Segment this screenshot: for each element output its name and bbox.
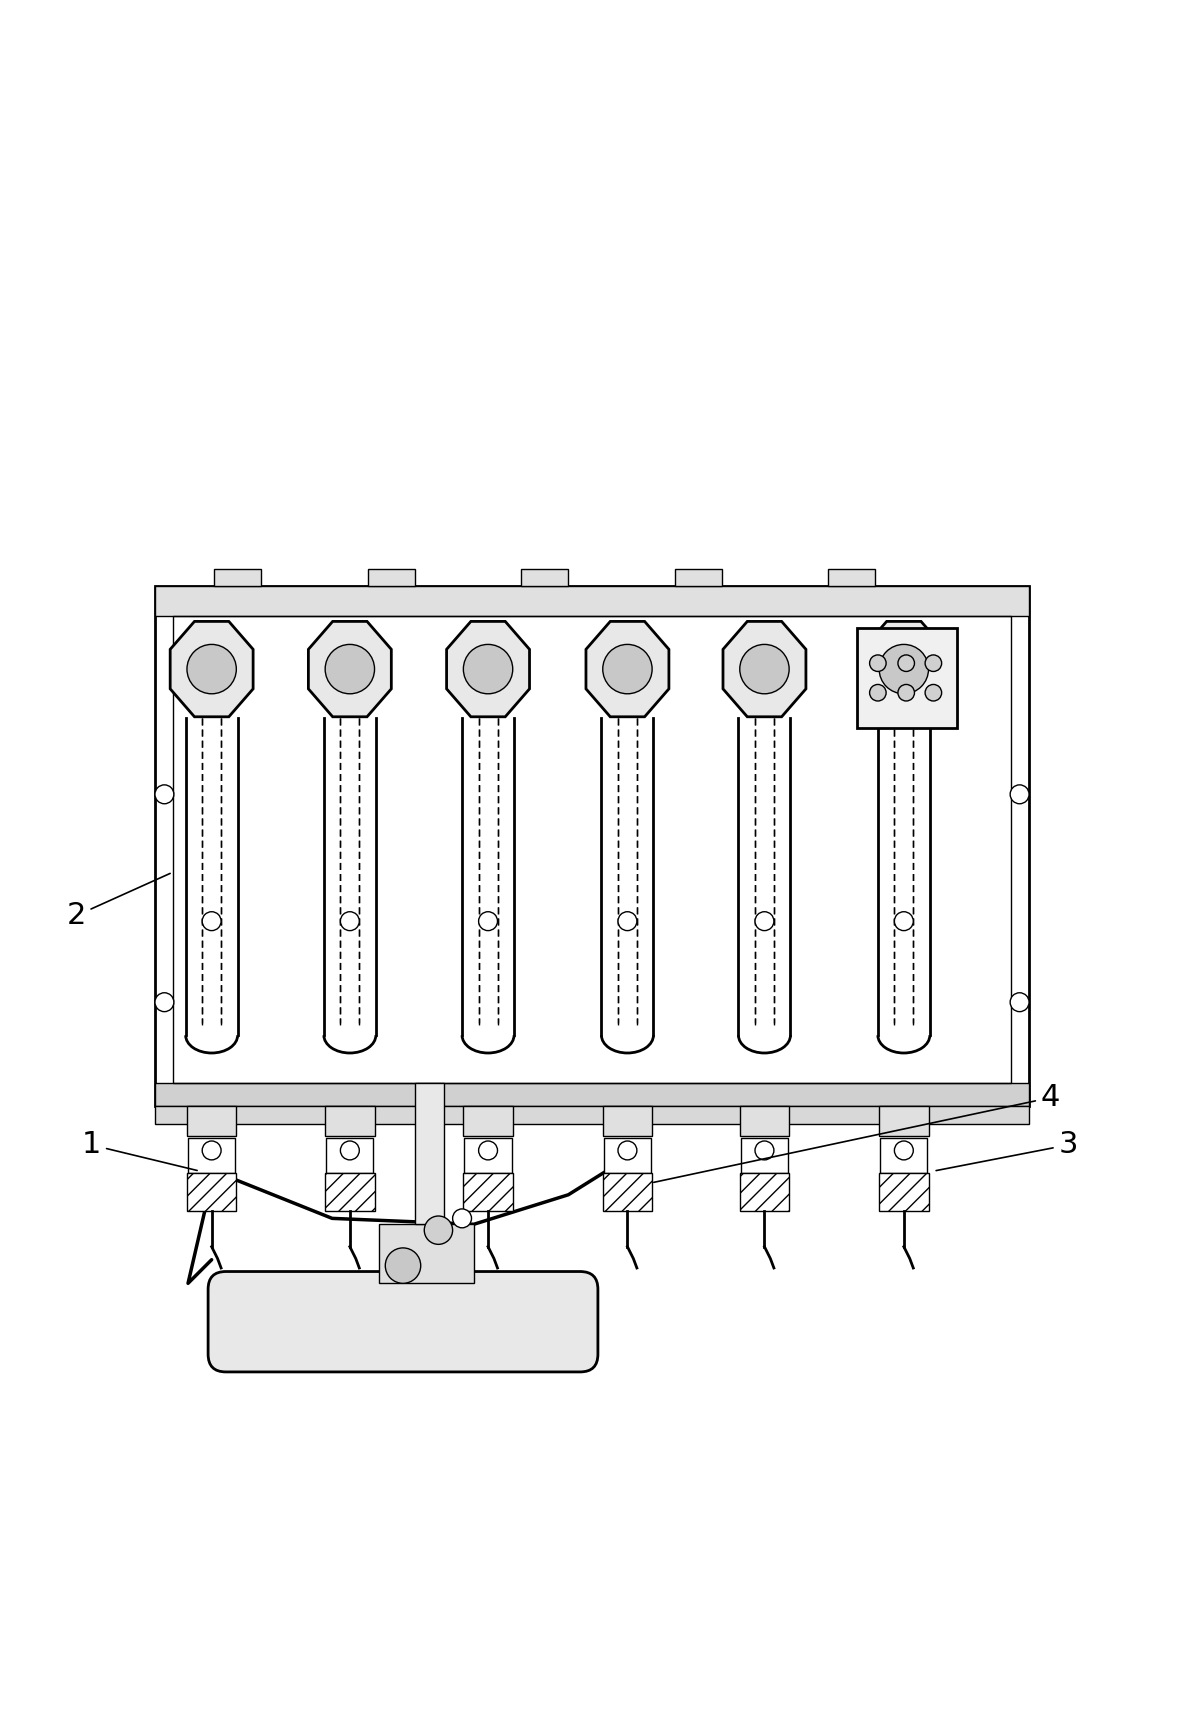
Bar: [856, 627, 957, 727]
Circle shape: [452, 1210, 471, 1229]
Bar: [463, 1106, 513, 1135]
Circle shape: [894, 1140, 913, 1159]
Bar: [740, 1106, 790, 1135]
Circle shape: [155, 994, 174, 1011]
Circle shape: [424, 1217, 452, 1244]
Bar: [187, 1106, 237, 1135]
Circle shape: [897, 684, 914, 702]
Circle shape: [463, 645, 513, 693]
Circle shape: [202, 912, 221, 931]
Bar: [379, 1223, 474, 1284]
Circle shape: [880, 645, 928, 693]
Circle shape: [187, 645, 237, 693]
Text: 4: 4: [654, 1083, 1060, 1182]
Bar: [155, 586, 1029, 1106]
Bar: [327, 1139, 373, 1173]
Text: 3: 3: [937, 1130, 1079, 1170]
Bar: [173, 615, 1011, 1082]
Circle shape: [755, 1140, 774, 1159]
Bar: [464, 1139, 511, 1173]
Circle shape: [385, 1248, 420, 1284]
Bar: [521, 569, 568, 586]
Circle shape: [618, 1140, 637, 1159]
Bar: [326, 1173, 374, 1211]
Circle shape: [618, 912, 637, 931]
Circle shape: [894, 912, 913, 931]
Circle shape: [155, 785, 174, 804]
Bar: [829, 569, 875, 586]
Bar: [603, 1106, 652, 1135]
Bar: [187, 1173, 237, 1211]
Circle shape: [340, 912, 359, 931]
Polygon shape: [586, 622, 669, 717]
Circle shape: [869, 655, 886, 672]
Bar: [879, 1173, 928, 1211]
Circle shape: [478, 912, 497, 931]
Bar: [463, 1173, 513, 1211]
Bar: [188, 1139, 236, 1173]
Circle shape: [740, 645, 790, 693]
Bar: [367, 569, 414, 586]
Bar: [326, 1106, 374, 1135]
Circle shape: [869, 684, 886, 702]
Circle shape: [1010, 785, 1029, 804]
Circle shape: [326, 645, 374, 693]
Bar: [879, 1106, 928, 1135]
Text: 2: 2: [66, 873, 170, 930]
Bar: [740, 1173, 790, 1211]
Bar: [155, 586, 1029, 615]
Bar: [214, 569, 262, 586]
Circle shape: [1010, 994, 1029, 1011]
Polygon shape: [723, 622, 806, 717]
Polygon shape: [446, 622, 529, 717]
Bar: [155, 1106, 1029, 1123]
Polygon shape: [170, 622, 253, 717]
Circle shape: [925, 684, 941, 702]
Circle shape: [478, 1140, 497, 1159]
Circle shape: [755, 912, 774, 931]
Bar: [414, 1082, 444, 1223]
Polygon shape: [862, 622, 945, 717]
Bar: [604, 1139, 651, 1173]
Bar: [741, 1139, 789, 1173]
Bar: [675, 569, 722, 586]
Circle shape: [603, 645, 652, 693]
FancyBboxPatch shape: [208, 1272, 598, 1372]
Circle shape: [925, 655, 941, 672]
Polygon shape: [308, 622, 392, 717]
Bar: [155, 1082, 1029, 1106]
Bar: [880, 1139, 927, 1173]
Circle shape: [340, 1140, 359, 1159]
Circle shape: [202, 1140, 221, 1159]
Circle shape: [897, 655, 914, 672]
Bar: [603, 1173, 652, 1211]
Text: 1: 1: [82, 1130, 197, 1170]
